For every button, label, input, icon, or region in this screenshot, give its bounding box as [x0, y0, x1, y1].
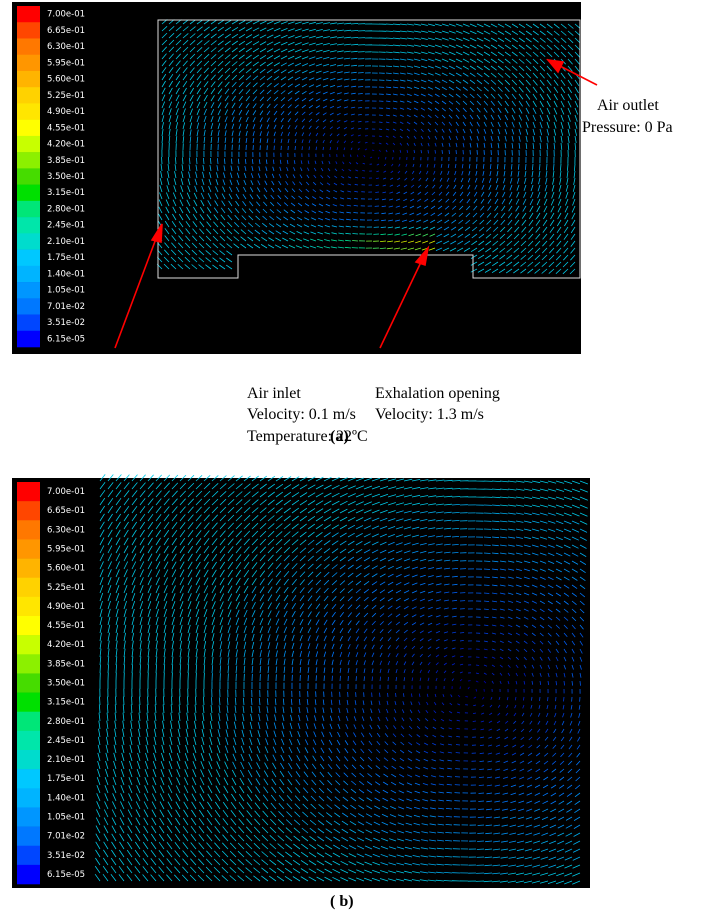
legend-swatch — [17, 331, 40, 348]
legend-label: 6.30e-01 — [47, 525, 85, 535]
legend-label: 7.00e-01 — [47, 487, 85, 497]
legend-label: 3.51e-02 — [47, 318, 85, 328]
legend-label: 4.55e-01 — [47, 123, 85, 133]
legend-label: 7.01e-02 — [47, 302, 85, 312]
legend-label: 5.60e-01 — [47, 564, 85, 574]
legend-label: 5.25e-01 — [47, 583, 85, 593]
legend-swatch — [17, 578, 40, 597]
annotation: Air outlet — [597, 97, 659, 114]
legend-label: 6.65e-01 — [47, 26, 85, 36]
legend-label: 2.45e-01 — [47, 736, 85, 746]
legend-label: 3.51e-02 — [47, 851, 85, 861]
legend-label: 4.55e-01 — [47, 621, 85, 631]
legend-label: 4.20e-01 — [47, 140, 85, 150]
annotation: Velocity: 1.3 m/s — [375, 406, 484, 423]
legend-swatch — [17, 559, 40, 578]
legend-swatch — [17, 501, 40, 520]
annotation: Velocity: 0.1 m/s — [247, 406, 356, 423]
legend-swatch — [17, 539, 40, 558]
legend-label: 1.05e-01 — [47, 813, 85, 823]
annotation: Exhalation opening — [375, 385, 500, 402]
legend-swatch — [17, 282, 40, 299]
legend-label: 6.65e-01 — [47, 506, 85, 516]
legend-swatch — [17, 152, 40, 169]
legend-swatch — [17, 38, 40, 55]
annotation: Air inlet — [247, 385, 301, 402]
legend-label: 5.95e-01 — [47, 58, 85, 68]
legend-label: 2.10e-01 — [47, 237, 85, 247]
legend-label: 4.90e-01 — [47, 602, 85, 612]
legend-swatch — [17, 136, 40, 153]
legend-label: 4.20e-01 — [47, 640, 85, 650]
legend-swatch — [17, 769, 40, 788]
caption: ( b) — [330, 893, 354, 910]
legend-swatch — [17, 185, 40, 202]
legend-swatch — [17, 827, 40, 846]
legend-label: 3.85e-01 — [47, 659, 85, 669]
legend-label: 3.15e-01 — [47, 698, 85, 708]
legend-swatch — [17, 22, 40, 39]
legend-swatch — [17, 520, 40, 539]
legend-swatch — [17, 168, 40, 185]
legend-label: 2.45e-01 — [47, 221, 85, 231]
legend-label: 3.15e-01 — [47, 188, 85, 198]
legend-label: 5.95e-01 — [47, 545, 85, 555]
annotation: Pressure: 0 Pa — [582, 119, 673, 136]
legend-label: 1.40e-01 — [47, 793, 85, 803]
legend-swatch — [17, 731, 40, 750]
legend-swatch — [17, 788, 40, 807]
legend-swatch — [17, 635, 40, 654]
legend-label: 2.80e-01 — [47, 204, 85, 214]
legend-label: 5.25e-01 — [47, 91, 85, 101]
legend-label: 2.80e-01 — [47, 717, 85, 727]
caption: (a) — [330, 428, 349, 445]
legend-swatch — [17, 266, 40, 283]
legend-swatch — [17, 201, 40, 218]
legend-label: 6.15e-05 — [47, 870, 85, 880]
legend-swatch — [17, 865, 40, 884]
legend-swatch — [17, 750, 40, 769]
legend-swatch — [17, 6, 40, 23]
annotation: Temperature: 22ºC — [247, 428, 368, 445]
legend-swatch — [17, 807, 40, 826]
legend-swatch — [17, 55, 40, 72]
legend-swatch — [17, 654, 40, 673]
legend-label: 7.01e-02 — [47, 832, 85, 842]
legend-swatch — [17, 71, 40, 88]
panel-b-background — [12, 478, 590, 888]
legend-label: 2.10e-01 — [47, 755, 85, 765]
legend-swatch — [17, 482, 40, 501]
legend-swatch — [17, 250, 40, 267]
legend-swatch — [17, 597, 40, 616]
legend-label: 7.00e-01 — [47, 10, 85, 20]
legend-swatch — [17, 217, 40, 234]
legend-swatch — [17, 120, 40, 137]
legend-label: 4.90e-01 — [47, 107, 85, 117]
legend-label: 6.30e-01 — [47, 42, 85, 52]
legend-swatch — [17, 233, 40, 250]
legend-swatch — [17, 616, 40, 635]
legend-swatch — [17, 673, 40, 692]
legend-swatch — [17, 315, 40, 332]
legend-label: 3.50e-01 — [47, 679, 85, 689]
legend-swatch — [17, 298, 40, 315]
legend-label: 3.85e-01 — [47, 156, 85, 166]
legend-label: 1.40e-01 — [47, 269, 85, 279]
legend-label: 5.60e-01 — [47, 75, 85, 85]
legend-label: 6.15e-05 — [47, 334, 85, 344]
legend-label: 3.50e-01 — [47, 172, 85, 182]
legend-swatch — [17, 693, 40, 712]
legend-swatch — [17, 846, 40, 865]
legend-label: 1.75e-01 — [47, 774, 85, 784]
legend-swatch — [17, 103, 40, 120]
figure: Air outlet Pressure: 0 Pa Air inlet Velo… — [0, 0, 717, 913]
legend-label: 1.75e-01 — [47, 253, 85, 263]
legend-swatch — [17, 87, 40, 104]
legend-label: 1.05e-01 — [47, 286, 85, 296]
legend-swatch — [17, 712, 40, 731]
